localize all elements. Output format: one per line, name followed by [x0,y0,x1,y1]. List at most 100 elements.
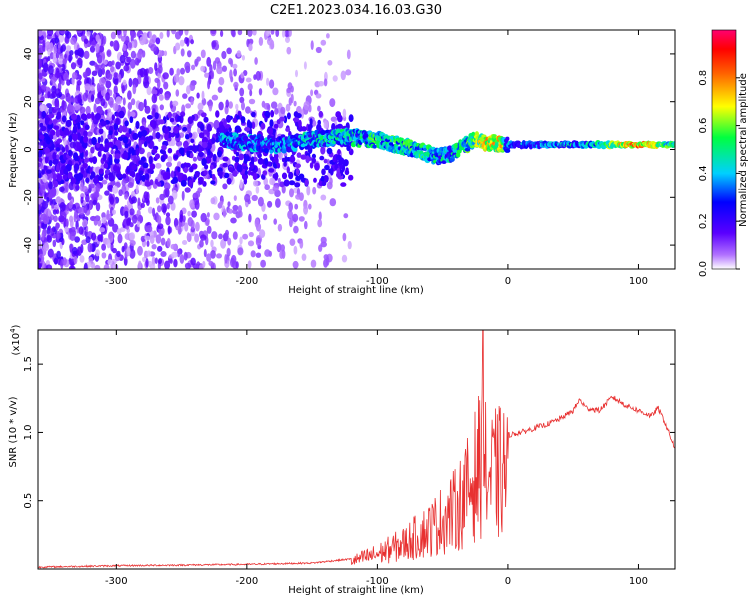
heatmap-cell [92,156,98,165]
heatmap-cell [124,210,129,219]
heatmap-cell [144,181,151,187]
heatmap-cell [222,162,228,168]
heatmap-cell [52,209,58,215]
heatmap-cell [218,233,223,240]
heatmap-cell [38,58,43,69]
heatmap-cell [130,111,136,118]
heatmap-cell [311,157,317,164]
heatmap-cell [209,164,214,170]
heatmap-cell [80,196,84,204]
heatmap-cell [70,106,76,113]
heatmap-cell [129,58,136,69]
heatmap-cell [143,98,147,108]
heatmap-cell [95,183,101,193]
heatmap-cell [239,179,243,189]
heatmap-cell [251,111,256,118]
heatmap-cell [90,123,95,134]
heatmap-cell [137,216,143,222]
heatmap-cell [265,30,271,37]
heatmap-cell [179,214,183,223]
heatmap-cell [164,126,169,134]
heatmap-cell [200,65,206,72]
heatmap-cell [95,34,100,42]
heatmap-cell [95,249,100,257]
heatmap-cell [244,170,248,176]
heatmap-cell [104,190,110,196]
heatmap-cell [209,64,213,73]
heatmap-cell [389,142,394,146]
heatmap-cell [150,44,157,52]
heatmap-cell [187,210,191,217]
figure-title: C2E1.2023.034.16.03.G30 [270,3,442,18]
heatmap-cell [137,131,143,139]
heatmap-cell [65,182,69,193]
heatmap-cell [174,31,182,40]
heatmap-cell [157,223,164,230]
heatmap-cell [96,82,101,93]
heatmap-cell [193,145,198,154]
heatmap-cell [208,260,214,266]
heatmap-cell [129,116,134,124]
heatmap-cell [62,63,66,74]
heatmap-cell [38,216,42,224]
heatmap-cell [52,51,58,60]
heatmap-cell [295,167,300,176]
heatmap-cell [162,72,169,80]
heatmap-cell [142,256,146,263]
heatmap-cell [323,120,329,129]
heatmap-cell [86,168,90,174]
heatmap-cell [323,78,328,87]
heatmap-cell [279,181,285,188]
heatmap-cell [194,233,200,243]
heatmap-cell [114,153,121,160]
heatmap-cell [47,124,54,130]
heatmap-cell [101,252,107,259]
heatmap-cell [206,253,212,262]
heatmap-cell [47,225,51,231]
heatmap-cell [72,204,77,211]
heatmap-cell [52,152,57,160]
heatmap-cell [60,45,64,54]
heatmap-cell [82,162,88,169]
heatmap-cell [85,105,91,116]
heatmap-cell [135,184,139,195]
heatmap-cell [326,158,330,165]
heatmap-cell [290,93,294,104]
heatmap-cell [67,96,73,104]
heatmap-cell [155,162,162,169]
heatmap-cell [201,158,207,166]
heatmap-cell [336,172,341,178]
heatmap-cell [163,182,171,191]
heatmap-cell [172,176,179,184]
heatmap-cell [293,111,299,118]
heatmap-cell [138,140,142,148]
heatmap-cell [310,89,314,97]
heatmap-cell [138,160,145,165]
heatmap-cell [285,36,290,43]
heatmap-cell [320,39,327,46]
heatmap-cell [87,242,93,253]
heatmap-cell [70,113,78,121]
heatmap-cell [262,170,268,176]
heatmap-cell [47,171,53,182]
heatmap-cell [227,208,234,214]
heatmap-cell [44,117,49,126]
x-tick-label: -200 [236,576,259,587]
heatmap-cell [214,57,221,64]
heatmap-cell [78,207,85,215]
heatmap-cell [108,130,113,136]
heatmap-cell [38,44,44,55]
heatmap-cell [105,213,112,221]
heatmap-cell [145,68,149,76]
heatmap-cell [171,30,177,35]
heatmap-cell [73,213,77,223]
heatmap-cell [99,227,106,233]
heatmap-cell [241,55,245,61]
heatmap-cell [49,154,54,162]
heatmap-cell [154,62,158,72]
heatmap-cell [203,170,208,176]
heatmap-cell [166,237,171,248]
heatmap-cell [52,158,59,165]
heatmap-cell [158,94,164,101]
heatmap-cell [198,145,203,154]
